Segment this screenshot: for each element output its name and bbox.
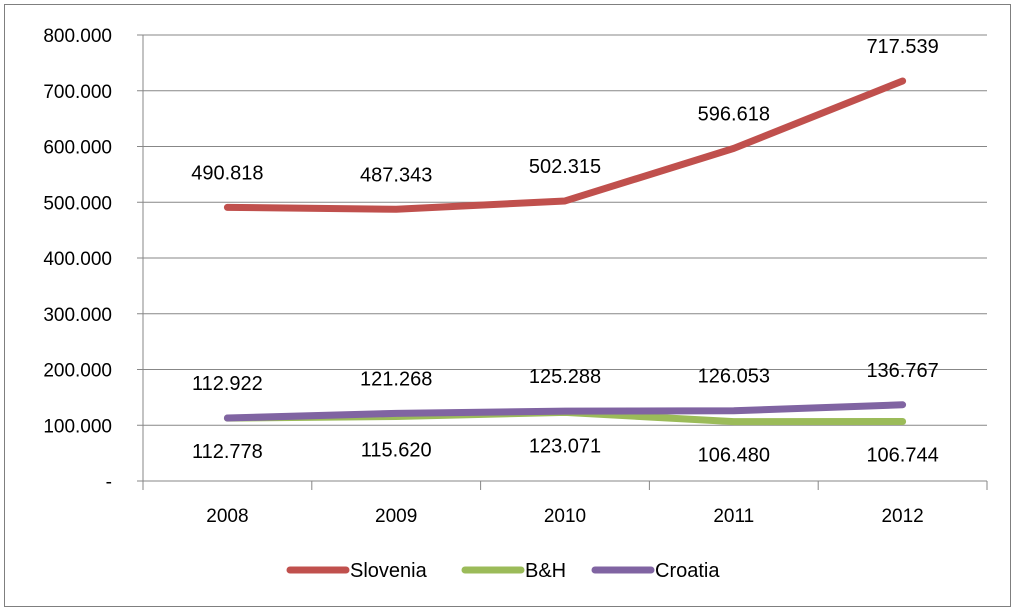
x-tick-label: 2008	[206, 506, 248, 527]
data-label: 106.744	[866, 444, 938, 466]
data-label: 112.778	[192, 441, 263, 463]
data-label: 126.053	[698, 366, 770, 388]
data-label: 487.343	[360, 164, 432, 186]
data-label: 490.818	[191, 162, 263, 184]
y-tick-label: 400.000	[43, 249, 112, 270]
axes	[137, 34, 988, 490]
data-label: 123.071	[529, 435, 601, 457]
x-tick-label: 2010	[544, 506, 586, 527]
data-label: 106.480	[698, 445, 770, 467]
series-line-slovenia	[223, 77, 907, 213]
x-tick-label: 2009	[375, 506, 417, 527]
series-line-croatia	[223, 401, 907, 422]
legend: Slovenia B&H Croatia	[286, 560, 720, 582]
y-tick-label: 500.000	[43, 193, 112, 214]
series-lines	[223, 77, 907, 426]
data-label: 115.620	[361, 440, 432, 462]
y-tick-label: 100.000	[43, 416, 112, 437]
data-label: 112.922	[192, 373, 263, 395]
x-axis-tick-labels: 2008 2009 2010 2011 2012	[206, 506, 923, 527]
data-label: 596.618	[698, 103, 770, 125]
data-label: 717.539	[866, 36, 938, 58]
y-tick-label: 700.000	[43, 82, 112, 103]
data-labels: 490.818 487.343 502.315 596.618 717.539 112.7…	[191, 36, 938, 467]
y-tick-label: 600.000	[43, 138, 112, 159]
data-label: 125.288	[529, 366, 601, 388]
y-tick-label: 200.000	[43, 361, 112, 382]
y-tick-label: 300.000	[43, 305, 112, 326]
x-tick-label: 2011	[713, 506, 754, 527]
y-axis-tick-labels: - 100.000 200.000 300.000 400.000 500.000 600.…	[43, 26, 112, 493]
y-tick-label: 800.000	[43, 26, 112, 47]
data-label: 136.767	[866, 360, 938, 382]
data-label: 502.315	[529, 156, 601, 178]
legend-label: B&H	[525, 560, 566, 582]
data-label: 121.268	[360, 368, 432, 390]
y-tick-label: -	[106, 472, 112, 493]
x-tick-label: 2012	[881, 506, 923, 527]
legend-label: Croatia	[655, 560, 720, 582]
legend-label: Slovenia	[350, 560, 428, 582]
